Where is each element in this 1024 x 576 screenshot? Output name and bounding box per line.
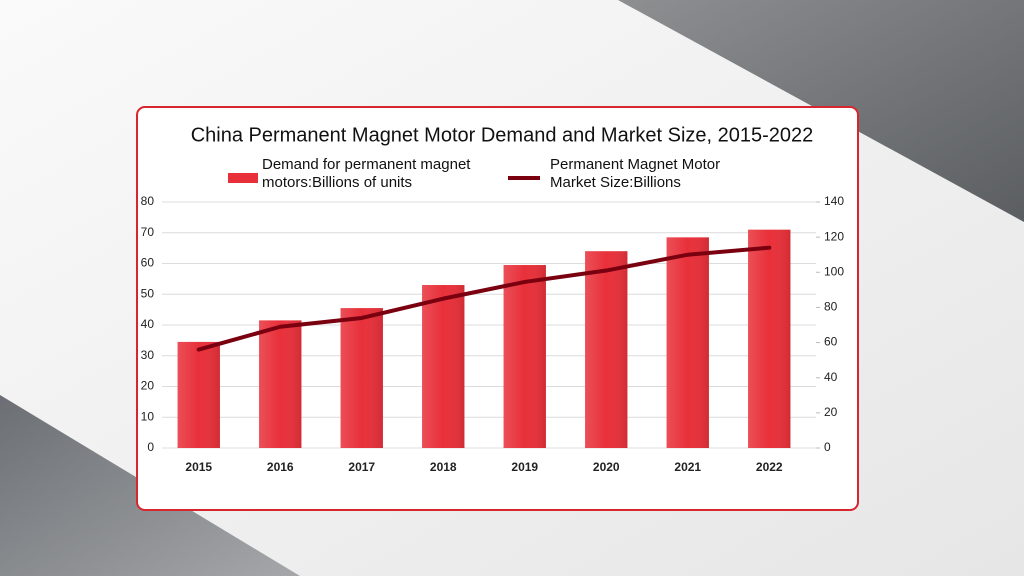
y-tick-label: 40 xyxy=(141,317,155,331)
y-tick-label: 30 xyxy=(141,348,155,362)
bar xyxy=(748,229,791,448)
y2-tick-label: 140 xyxy=(824,194,844,208)
x-tick-label: 2017 xyxy=(348,460,375,474)
y2-tick-label: 80 xyxy=(824,300,838,314)
bar xyxy=(666,237,709,448)
x-tick-label: 2016 xyxy=(267,460,294,474)
y-tick-label: 20 xyxy=(141,379,155,393)
y-tick-label: 10 xyxy=(141,409,155,423)
y-tick-label: 80 xyxy=(141,194,155,208)
bar xyxy=(340,308,383,448)
y2-tick-label: 20 xyxy=(824,405,838,419)
y2-tick-label: 100 xyxy=(824,264,844,278)
bar xyxy=(259,320,302,448)
chart-title: China Permanent Magnet Motor Demand and … xyxy=(191,124,814,146)
y2-tick-label: 60 xyxy=(824,335,838,349)
y-tick-label: 0 xyxy=(147,440,154,454)
x-tick-label: 2018 xyxy=(430,460,457,474)
legend-label: Permanent Magnet Motor Market Size:Billi… xyxy=(550,156,721,191)
y2-tick-label: 40 xyxy=(824,370,838,384)
bar xyxy=(503,265,546,448)
y2-tick-label: 120 xyxy=(824,229,844,243)
bar xyxy=(177,341,220,448)
line xyxy=(196,245,772,352)
y2-tick-label: 0 xyxy=(824,440,831,454)
bar xyxy=(422,285,465,448)
x-tick-label: 2015 xyxy=(185,460,212,474)
y-tick-label: 70 xyxy=(141,225,155,239)
bar xyxy=(585,251,628,448)
x-tick-label: 2019 xyxy=(511,460,538,474)
legend-label: Demand for permanent magnet motors:Billi… xyxy=(262,156,471,191)
x-tick-label: 2021 xyxy=(674,460,701,474)
y-tick-label: 60 xyxy=(141,256,155,270)
x-tick-label: 2022 xyxy=(756,460,783,474)
legend-swatch-bar xyxy=(228,173,258,183)
x-tick-label: 2020 xyxy=(593,460,620,474)
y-tick-label: 50 xyxy=(141,286,155,300)
